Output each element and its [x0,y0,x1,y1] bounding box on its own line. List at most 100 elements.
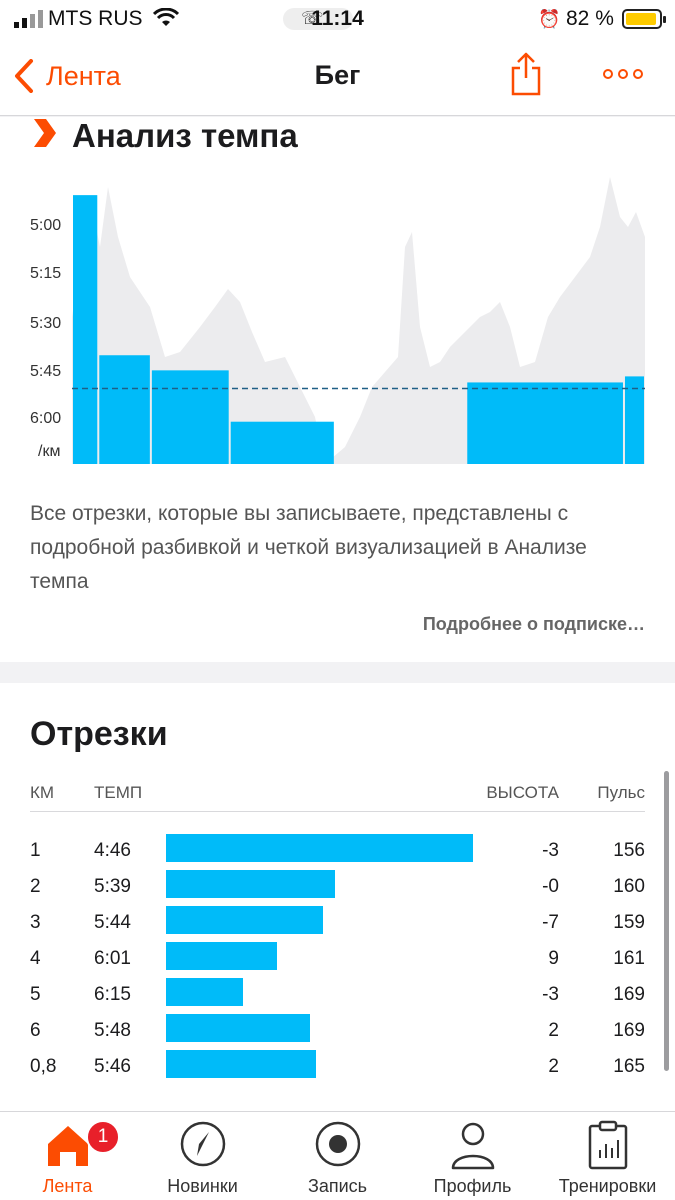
phone-icon: ☏ [301,8,324,28]
back-button[interactable]: Лента [14,56,121,96]
splits-card: Отрезки КМ ТЕМП ВЫСОТА Пульс 1 4:46 -3 156 2… [0,683,675,1111]
more-options-icon[interactable] [602,68,644,80]
tab-label: Тренировки [558,1176,657,1196]
table-row[interactable]: 4 6:01 9 161 [0,942,675,978]
header-heart-rate: Пульс [597,783,645,802]
splits-title: Отрезки [30,715,168,753]
tab-record[interactable]: Запись [270,1112,405,1200]
header-elevation: ВЫСОТА [486,783,559,802]
tab-profile[interactable]: Профиль [405,1112,540,1200]
subscription-more-link[interactable]: Подробнее о подписке… [422,614,645,634]
record-icon [315,1121,361,1167]
scrollbar[interactable] [664,771,669,1071]
profile-icon [451,1122,495,1170]
split-km: 6 [30,1020,41,1041]
chevron-left-icon [15,59,33,93]
notification-badge: 1 [86,1120,120,1154]
pace-bar[interactable] [467,382,623,464]
tab-feed[interactable]: 1 Лента [0,1112,135,1200]
tab-training[interactable]: Тренировки [540,1112,675,1200]
split-pace: 6:15 [94,984,131,1005]
nav-bar: Лента Бег [0,38,675,116]
tab-label: Лента [42,1176,93,1196]
header-pace: ТЕМП [94,783,143,802]
home-icon [48,1126,88,1166]
split-heart-rate: 169 [613,1020,645,1041]
pace-bar[interactable] [73,195,98,464]
split-elevation: -3 [542,984,559,1005]
split-elevation: 9 [548,948,559,969]
table-row[interactable]: 0,8 5:46 2 165 [0,1050,675,1086]
split-pace-bar [166,1014,310,1042]
split-km: 2 [30,876,41,897]
battery-icon [622,9,666,29]
pace-analysis-chevron-icon [34,119,56,147]
y-tick-label: 5:00 [30,217,61,234]
split-pace: 5:46 [94,1056,131,1077]
split-km: 1 [30,840,41,861]
status-bar: MTS RUS ☏ 11:14 ⏰ 82 % [0,0,675,38]
tab-label: Профиль [433,1176,512,1196]
pace-bar[interactable] [151,370,229,464]
table-row[interactable]: 6 5:48 2 169 [0,1014,675,1050]
split-heart-rate: 165 [613,1056,645,1077]
pace-analysis-card: Анализ темпа 5:00 5:15 5:30 5:45 6:00/км Все… [0,117,675,662]
split-elevation: -0 [542,876,559,897]
pace-chart[interactable]: 5:00 5:15 5:30 5:45 6:00/км [0,117,675,487]
split-km: 0,8 [30,1056,57,1077]
tab-bar: 1 Лента Новинки Запись Профиль Т [0,1111,675,1200]
y-tick-label: 5:45 [30,363,61,380]
pace-analysis-description: Все отрезки, которые вы записываете, пре… [30,502,587,593]
split-heart-rate: 160 [613,876,645,897]
table-row[interactable]: 3 5:44 -7 159 [0,906,675,942]
training-plan-icon [588,1120,628,1170]
split-km: 5 [30,984,41,1005]
table-row[interactable]: 1 4:46 -3 156 [0,834,675,870]
signal-icon [14,10,43,28]
split-km: 4 [30,948,41,969]
split-pace: 5:44 [94,912,131,933]
split-pace-bar [166,1050,316,1078]
back-label: Лента [46,60,121,91]
split-pace: 4:46 [94,840,131,861]
page-title: Бег [314,60,361,90]
split-heart-rate: 161 [613,948,645,969]
y-tick-label: 5:15 [30,265,61,282]
split-pace-bar [166,870,335,898]
split-elevation: 2 [548,1056,559,1077]
split-pace: 5:39 [94,876,131,897]
split-elevation: -7 [542,912,559,933]
wifi-icon [153,8,179,26]
pace-bar[interactable] [624,376,644,464]
table-row[interactable]: 2 5:39 -0 160 [0,870,675,906]
split-heart-rate: 159 [613,912,645,933]
table-row[interactable]: 5 6:15 -3 169 [0,978,675,1014]
split-pace: 5:48 [94,1020,131,1041]
carrier-label: MTS RUS [48,7,143,30]
y-tick-label: 6:00 [30,410,61,427]
y-unit-label: /км [38,443,60,460]
split-pace-bar [166,834,473,862]
pace-bar[interactable] [99,355,150,464]
split-pace-bar [166,978,243,1006]
split-heart-rate: 156 [613,840,645,861]
split-km: 3 [30,912,41,933]
header-km: КМ [30,783,55,802]
alarm-icon: ⏰ [538,9,561,29]
tab-explore[interactable]: Новинки [135,1112,270,1200]
split-pace-bar [166,906,323,934]
share-icon[interactable] [510,52,542,96]
y-tick-label: 5:30 [30,315,61,332]
pace-bar[interactable] [230,421,334,464]
tab-label: Запись [307,1176,368,1196]
battery-percent: 82 % [566,7,614,30]
compass-icon [180,1121,226,1167]
status-time: 11:14 [311,7,364,30]
split-elevation: -3 [542,840,559,861]
pace-analysis-title: Анализ темпа [72,117,298,154]
call-pill[interactable]: ☏ [283,8,353,30]
split-pace: 6:01 [94,948,131,969]
split-elevation: 2 [548,1020,559,1041]
tab-label: Новинки [167,1176,238,1196]
header-divider [30,811,645,812]
